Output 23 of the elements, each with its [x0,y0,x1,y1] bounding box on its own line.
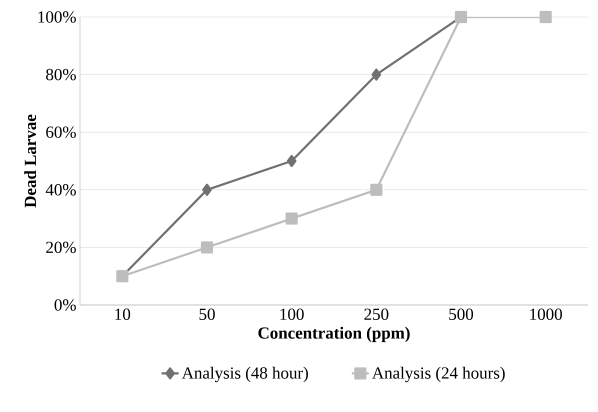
point [200,241,214,254]
x-tick-label: 1000 [530,308,562,320]
x-tick-label: 250 [364,308,388,320]
y-tick-label: 0% [54,299,76,311]
x-tick-label: 50 [200,308,215,320]
point [540,10,552,24]
x-tick-label: 100 [280,308,304,320]
y-tick-label: 40% [46,184,76,196]
x-tick-label: 10 [115,308,130,320]
point [372,68,382,81]
legend-label: Analysis (48 hour) [182,366,308,382]
y-tick-label: 20% [46,242,76,254]
y-tick-label: 80% [46,68,76,80]
point [202,184,212,196]
y-tick-label: 60% [46,126,76,138]
y-tick-label: 100% [38,11,76,23]
point [286,154,296,168]
x-tick-label: 500 [449,308,474,320]
point [370,184,382,196]
legend-label: Analysis (24 hours) [372,366,505,382]
x-axis-title: Concentration (ppm) [258,326,410,342]
point [286,212,298,225]
y-axis-title: Dead Larvae [24,114,36,208]
